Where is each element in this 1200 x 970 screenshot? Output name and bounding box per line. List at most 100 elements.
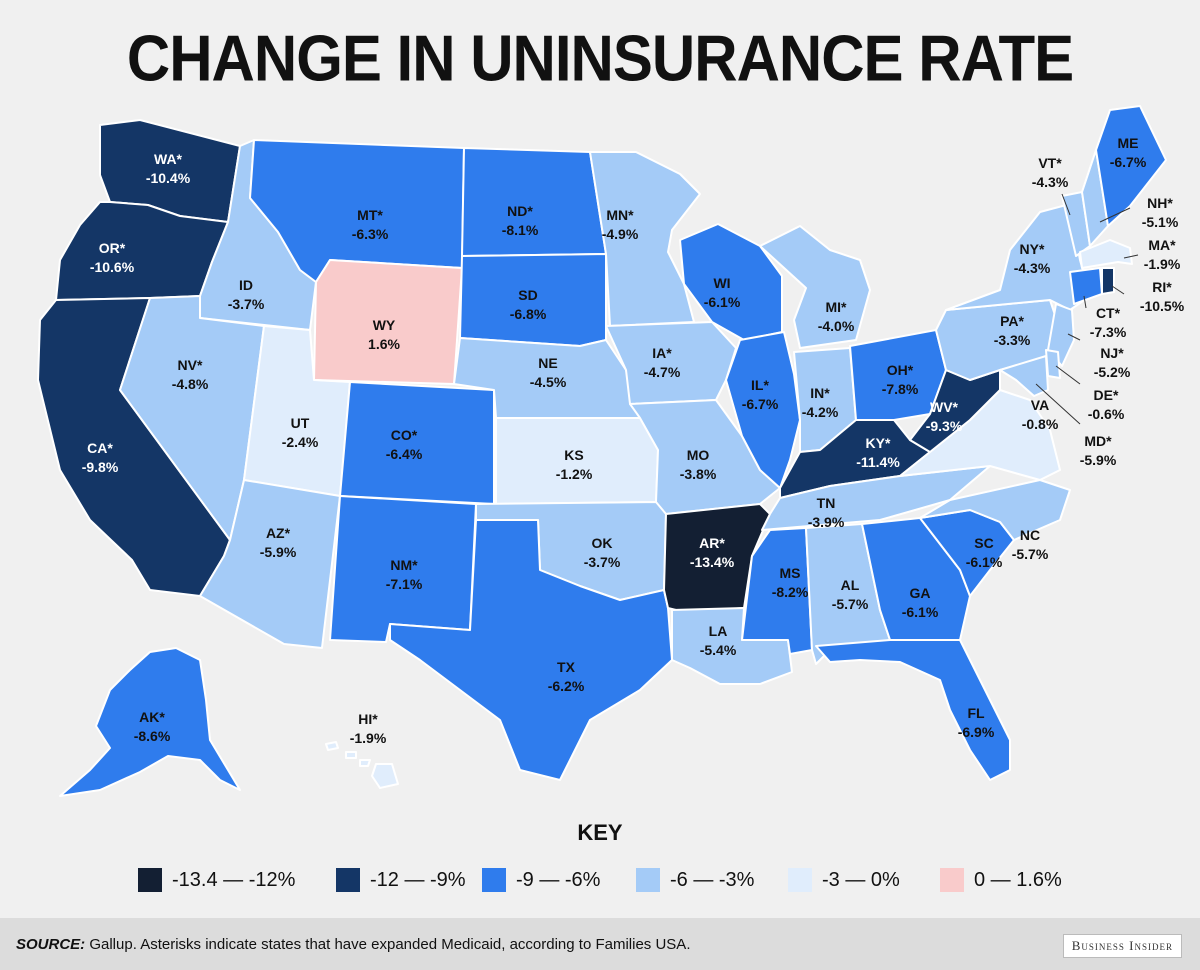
state-wy[interactable] <box>313 259 463 385</box>
state-il[interactable] <box>725 331 801 489</box>
state-value-wy: 1.6% <box>368 336 400 352</box>
page-title: CHANGE IN UNINSURANCE RATE <box>126 22 1074 95</box>
state-value-nj: -5.2% <box>1094 364 1131 380</box>
state-value-tn: -3.9% <box>808 514 845 530</box>
state-mi[interactable] <box>759 225 871 349</box>
state-value-co: -6.4% <box>386 446 423 462</box>
legend-item-2: -12 — -9% <box>336 868 466 892</box>
state-mn[interactable] <box>589 151 701 327</box>
state-value-mt: -6.3% <box>352 226 389 242</box>
legend-label-2: -12 — -9% <box>370 868 466 891</box>
state-az[interactable] <box>199 479 341 649</box>
state-label-or: OR* <box>99 240 126 256</box>
state-label-nh: NH* <box>1147 195 1173 211</box>
state-value-ny: -4.3% <box>1014 260 1051 276</box>
state-value-az: -5.9% <box>260 544 297 560</box>
state-value-il: -6.7% <box>742 396 779 412</box>
legend-item-4: -6 — -3% <box>636 868 754 892</box>
state-label-nm: NM* <box>390 557 418 573</box>
legend-title: KEY <box>577 820 623 845</box>
state-value-sc: -6.1% <box>966 554 1003 570</box>
state-label-nd: ND* <box>507 203 533 219</box>
state-value-mo: -3.8% <box>680 466 717 482</box>
state-fl[interactable] <box>815 639 1011 781</box>
state-me[interactable] <box>1095 105 1167 227</box>
state-md[interactable] <box>999 355 1049 397</box>
state-ia[interactable] <box>605 321 737 405</box>
legend-swatch-3 <box>482 868 506 892</box>
legend-swatch-5 <box>788 868 812 892</box>
state-label-va: VA <box>1031 397 1049 413</box>
state-value-la: -5.4% <box>700 642 737 658</box>
callout-line-md <box>1035 383 1081 425</box>
state-value-nh: -5.1% <box>1142 214 1179 230</box>
legend-item-3: -9 — -6% <box>482 868 600 892</box>
state-hi-island-2 <box>345 751 357 759</box>
legend-label-1: -13.4 — -12% <box>172 868 296 891</box>
legend-swatch-4 <box>636 868 660 892</box>
state-value-in: -4.2% <box>802 404 839 420</box>
state-value-pa: -3.3% <box>994 332 1031 348</box>
state-label-ct: CT* <box>1096 305 1121 321</box>
legend-swatch-6 <box>940 868 964 892</box>
state-ak[interactable] <box>59 647 241 797</box>
state-ri[interactable] <box>1101 267 1115 295</box>
state-value-ia: -4.7% <box>644 364 681 380</box>
state-label-ne: NE <box>538 355 557 371</box>
state-value-ca: -9.8% <box>82 459 119 475</box>
state-label-wy: WY <box>373 317 396 333</box>
callout-line-vt <box>1061 193 1071 216</box>
state-label-ri: RI* <box>1152 279 1172 295</box>
state-value-nc: -5.7% <box>1012 546 1049 562</box>
state-label-ga: GA <box>910 585 931 601</box>
state-value-ut: -2.4% <box>282 434 319 450</box>
state-value-mi: -4.0% <box>818 318 855 334</box>
state-hi[interactable] <box>325 741 399 789</box>
state-label-nc: NC <box>1020 527 1040 543</box>
state-tx[interactable] <box>389 519 673 781</box>
state-label-sc: SC <box>974 535 993 551</box>
state-value-sd: -6.8% <box>510 306 547 322</box>
state-value-de: -0.6% <box>1088 406 1125 422</box>
source-label: SOURCE: <box>16 936 86 953</box>
state-nc[interactable] <box>919 479 1071 541</box>
state-de[interactable] <box>1045 349 1061 379</box>
state-value-ok: -3.7% <box>584 554 621 570</box>
legend-swatch-1 <box>138 868 162 892</box>
state-value-ga: -6.1% <box>902 604 939 620</box>
state-label-pa: PA* <box>1000 313 1024 329</box>
state-value-fl: -6.9% <box>958 724 995 740</box>
state-value-nd: -8.1% <box>502 222 539 238</box>
state-value-wi: -6.1% <box>704 294 741 310</box>
state-co[interactable] <box>339 381 495 505</box>
brand-logo: Business Insider <box>1062 934 1182 958</box>
callout-line-ri <box>1111 285 1125 295</box>
state-value-ma: -1.9% <box>1144 256 1181 272</box>
state-value-tx: -6.2% <box>548 678 585 694</box>
callout-line-de <box>1055 365 1081 385</box>
state-ct[interactable] <box>1069 267 1103 305</box>
state-label-de: DE* <box>1094 387 1119 403</box>
legend-item-6: 0 — 1.6% <box>940 868 1062 892</box>
callout-lines <box>1035 193 1139 425</box>
callout-line-nh <box>1099 207 1131 223</box>
state-label-ky: KY* <box>866 435 891 451</box>
state-value-va: -0.8% <box>1022 416 1059 432</box>
state-label-hi: HI* <box>358 711 378 727</box>
state-hi-island-3 <box>359 759 371 767</box>
state-value-ak: -8.6% <box>134 728 171 744</box>
state-value-ky: -11.4% <box>856 454 900 470</box>
state-label-mt: MT* <box>357 207 383 223</box>
legend-label-3: -9 — -6% <box>516 868 601 891</box>
legend-label-4: -6 — -3% <box>670 868 755 891</box>
state-ma[interactable] <box>1079 239 1133 269</box>
state-nd[interactable] <box>461 147 607 257</box>
state-label-in: IN* <box>810 385 830 401</box>
state-label-md: MD* <box>1084 433 1112 449</box>
state-value-ne: -4.5% <box>530 374 567 390</box>
state-label-la: LA <box>709 623 728 639</box>
state-label-ut: UT <box>291 415 310 431</box>
state-label-fl: FL <box>967 705 985 721</box>
state-label-wv: WV* <box>930 399 959 415</box>
